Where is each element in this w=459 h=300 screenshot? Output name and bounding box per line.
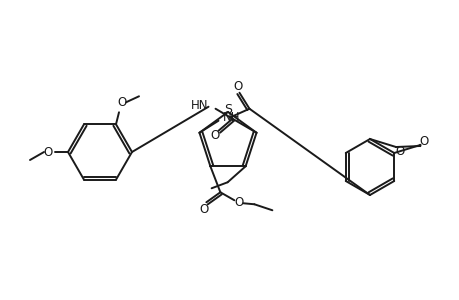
Text: NH: NH: [222, 111, 240, 124]
Text: O: O: [234, 196, 243, 209]
Text: O: O: [395, 145, 404, 158]
Text: O: O: [117, 96, 126, 109]
Text: HN: HN: [190, 99, 208, 112]
Text: O: O: [419, 134, 428, 148]
Text: O: O: [199, 203, 208, 216]
Text: O: O: [43, 146, 52, 158]
Text: O: O: [233, 80, 242, 93]
Text: O: O: [209, 129, 218, 142]
Text: S: S: [224, 103, 231, 116]
